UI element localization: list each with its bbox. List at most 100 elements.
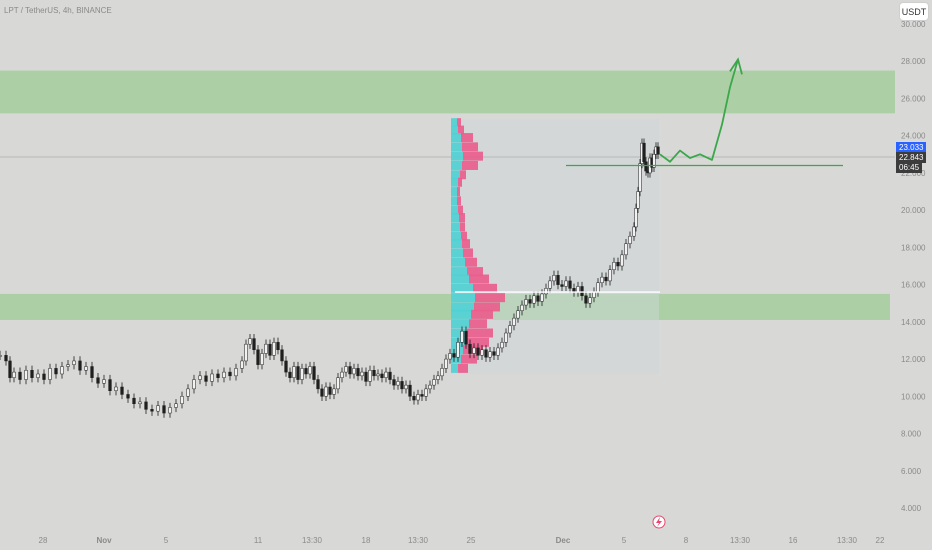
candle xyxy=(272,342,276,356)
candle xyxy=(138,401,142,405)
candle xyxy=(114,386,118,391)
candle xyxy=(336,377,340,390)
candle xyxy=(460,330,464,343)
volume-bar-buy xyxy=(451,302,474,312)
candle xyxy=(512,317,516,326)
candle xyxy=(592,291,596,298)
volume-bar-buy xyxy=(451,257,465,267)
candle xyxy=(432,379,436,386)
candle xyxy=(452,353,456,358)
candle xyxy=(560,284,564,287)
candle xyxy=(222,371,226,378)
candle xyxy=(516,310,520,319)
volume-bar-sell xyxy=(475,293,505,303)
volume-bar-buy xyxy=(451,239,462,249)
candle xyxy=(396,381,400,386)
volume-bar-sell xyxy=(460,170,466,180)
candle xyxy=(600,276,604,284)
y-tick-label: 26.000 xyxy=(901,94,926,103)
candle xyxy=(456,342,460,358)
candle xyxy=(276,342,280,351)
candle xyxy=(540,293,544,302)
candle xyxy=(568,280,572,289)
candle xyxy=(636,191,640,209)
volume-bar-buy xyxy=(451,319,469,329)
volume-bar-sell xyxy=(471,309,493,319)
candle xyxy=(0,355,2,357)
volume-bar-sell xyxy=(467,267,483,277)
candle xyxy=(90,366,94,378)
candle xyxy=(642,142,646,163)
candle xyxy=(78,360,82,371)
candle xyxy=(372,369,376,377)
projection-path xyxy=(659,59,739,163)
x-tick-label: 5 xyxy=(164,536,169,545)
candle xyxy=(156,405,160,412)
volume-bar-sell xyxy=(461,354,477,364)
currency-button[interactable]: USDT xyxy=(899,2,929,21)
candle xyxy=(524,299,528,306)
candle xyxy=(348,366,352,375)
candle xyxy=(60,366,64,375)
candle xyxy=(400,381,404,390)
demand-zone xyxy=(0,293,890,320)
candle xyxy=(102,379,106,384)
volume-bar-sell xyxy=(463,248,473,258)
y-tick-label: 18.000 xyxy=(901,243,926,252)
candle xyxy=(264,343,268,354)
volume-bar-buy xyxy=(451,309,471,319)
candle xyxy=(492,351,496,356)
candle xyxy=(228,371,232,377)
candle xyxy=(652,154,656,168)
x-tick-label: 13:30 xyxy=(730,536,751,545)
candle xyxy=(536,295,540,302)
candle xyxy=(260,353,264,365)
candle xyxy=(332,388,336,395)
candle xyxy=(296,366,300,380)
candle xyxy=(42,373,46,380)
volume-bar-sell xyxy=(458,363,468,373)
candle xyxy=(412,396,416,401)
projection-arrowhead xyxy=(729,57,743,75)
volume-bar-buy xyxy=(451,328,467,338)
x-tick-label: 22 xyxy=(876,536,885,545)
x-tick-label: 11 xyxy=(254,536,263,545)
candle xyxy=(288,371,292,378)
volume-bar-buy xyxy=(451,222,460,232)
volume-bar-sell xyxy=(462,142,478,152)
candle xyxy=(356,368,360,377)
volume-bar-sell xyxy=(461,231,467,241)
candle xyxy=(186,388,190,397)
candle xyxy=(420,394,424,397)
candle xyxy=(364,371,368,382)
candle xyxy=(12,371,16,378)
volume-bar-buy xyxy=(451,248,463,258)
candle xyxy=(616,262,620,267)
candle xyxy=(240,360,244,369)
candle xyxy=(292,366,296,378)
candle xyxy=(632,226,636,237)
candle xyxy=(608,269,612,282)
volume-bar-buy xyxy=(451,363,458,373)
volume-bar-sell xyxy=(457,118,461,128)
volume-bar-sell xyxy=(465,257,477,267)
candle xyxy=(548,280,552,289)
volume-bar-sell xyxy=(462,160,478,170)
volume-bar-sell xyxy=(474,302,500,312)
candle xyxy=(404,384,408,390)
volume-bar-buy xyxy=(451,267,467,277)
candle xyxy=(340,371,344,378)
candle xyxy=(500,342,504,349)
y-tick-label: 14.000 xyxy=(901,318,926,327)
y-tick-label: 10.000 xyxy=(901,392,926,401)
candle xyxy=(444,358,448,369)
candle xyxy=(234,368,238,377)
volume-bar-buy xyxy=(451,205,458,215)
candle xyxy=(484,349,488,358)
candle xyxy=(428,384,432,390)
volume-bar-sell xyxy=(458,205,463,215)
candle xyxy=(476,347,480,356)
candle xyxy=(496,347,500,356)
